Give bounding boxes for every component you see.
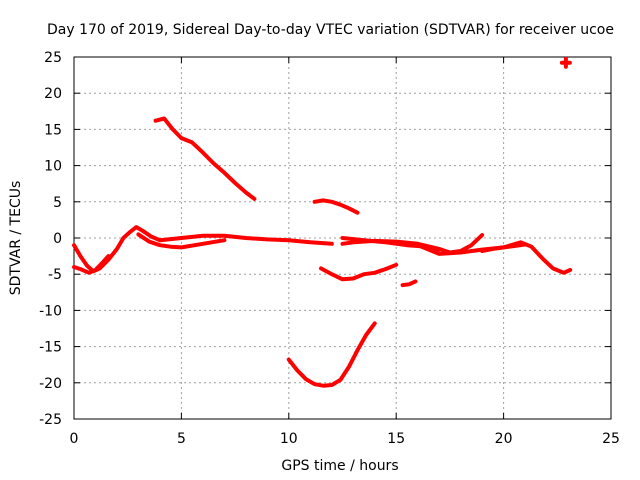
- y-tick-label: -25: [39, 412, 62, 428]
- series-arc-2: [72, 254, 111, 275]
- y-tick-label: -10: [39, 303, 62, 319]
- series-arc-11: [319, 262, 399, 282]
- x-tick-label: 0: [70, 431, 79, 447]
- y-tick-label: 20: [44, 86, 62, 102]
- series-arc-9: [415, 240, 573, 275]
- y-tick-label: -15: [39, 340, 62, 356]
- series-arc-5: [153, 116, 257, 201]
- axis-ticks: 0 5 10 15 20 25 25 20 15 10 5 0 -5 -10 -15 -20 -25: [39, 50, 620, 447]
- x-tick-label: 5: [177, 431, 186, 447]
- x-axis-label: GPS time / hours: [281, 458, 398, 474]
- series-arc-8: [340, 236, 442, 252]
- y-tick-label: 25: [44, 50, 62, 66]
- y-tick-label: 15: [44, 122, 62, 138]
- data-series: [72, 56, 573, 388]
- series-arc-1: [72, 225, 162, 274]
- isolated-point-0: [559, 56, 572, 69]
- series-arc-6: [312, 198, 360, 215]
- series-arc-12: [400, 279, 418, 288]
- x-tick-label: 15: [387, 431, 405, 447]
- series-arc-4: [136, 232, 227, 250]
- y-tick-label: 0: [53, 231, 62, 247]
- series-arc-13: [286, 321, 377, 388]
- x-tick-label: 25: [602, 431, 620, 447]
- series-arc-10: [480, 242, 528, 253]
- x-tick-label: 20: [495, 431, 513, 447]
- y-tick-label: -5: [48, 267, 62, 283]
- x-tick-label: 10: [280, 431, 298, 447]
- y-tick-label: -20: [39, 376, 62, 392]
- y-axis-label: SDTVAR / TECUs: [8, 181, 24, 296]
- series-arc-3: [157, 233, 334, 246]
- y-tick-label: 5: [53, 195, 62, 211]
- y-tick-label: 10: [44, 159, 62, 175]
- chart-title: Day 170 of 2019, Sidereal Day-to-day VTE…: [47, 22, 614, 38]
